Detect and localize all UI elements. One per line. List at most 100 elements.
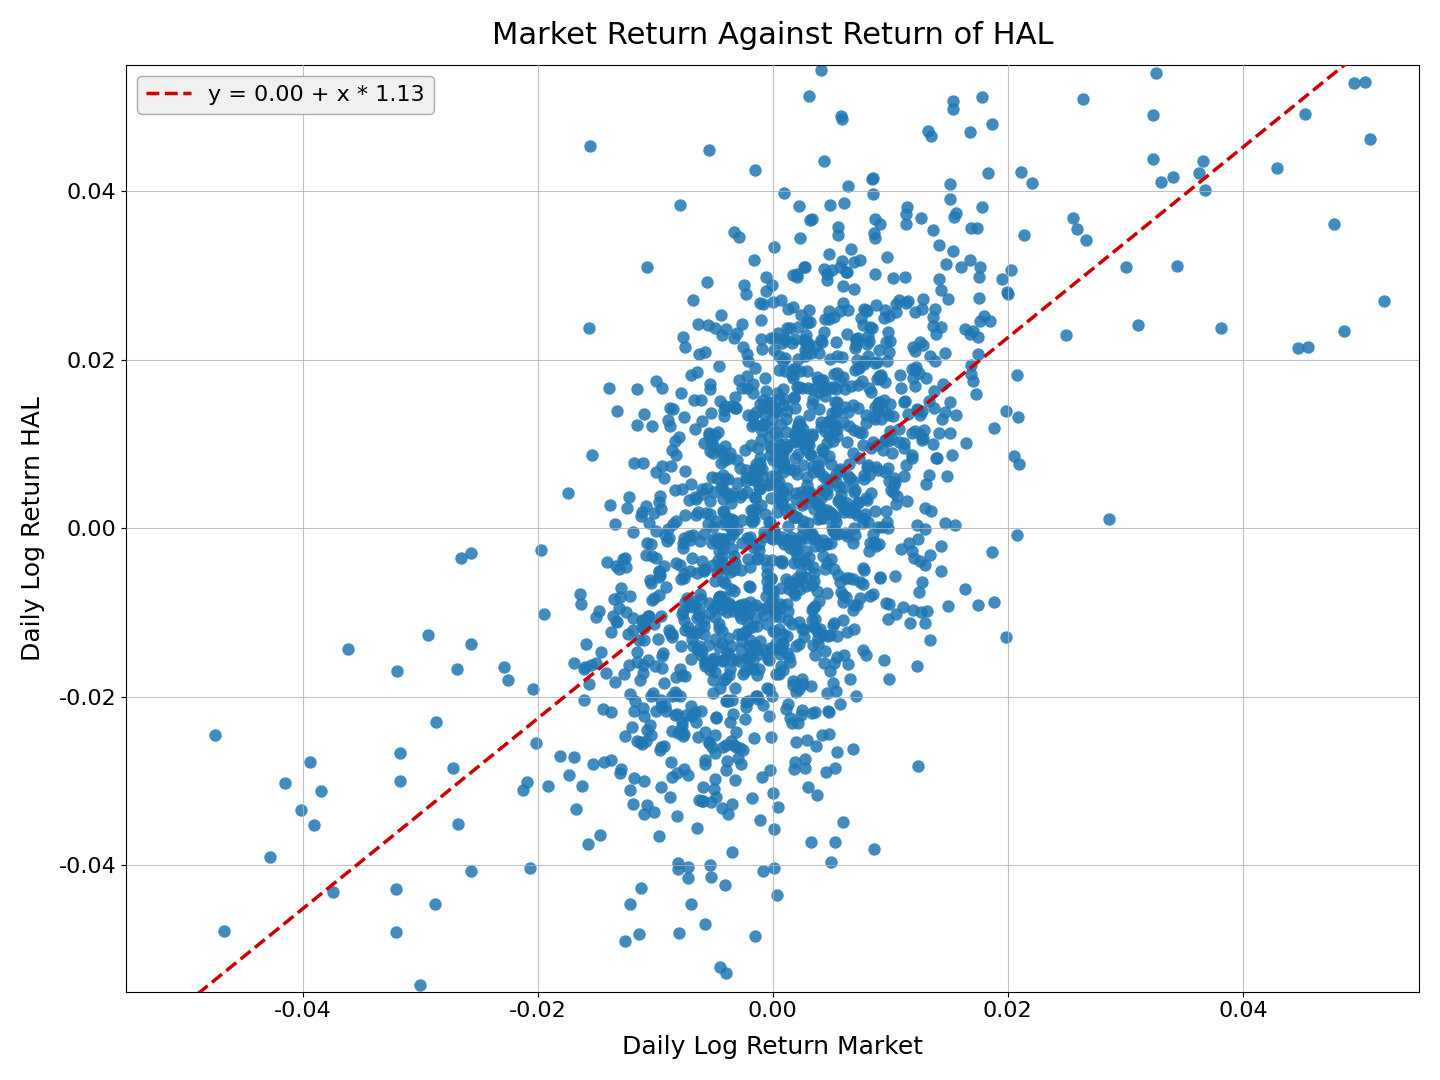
Point (736, 622, 759, 639)
Point (734, 623, 757, 640)
Point (809, 62, 832, 79)
Point (757, 513, 780, 530)
Point (677, 859, 700, 876)
Point (855, 459, 878, 476)
Point (384, 923, 408, 941)
Point (729, 562, 752, 579)
Point (644, 657, 667, 674)
Point (672, 529, 696, 546)
Point (806, 496, 829, 513)
Point (671, 717, 694, 734)
Point (687, 792, 710, 809)
Point (701, 650, 724, 667)
Point (585, 654, 608, 672)
Point (793, 259, 816, 276)
Point (717, 645, 740, 662)
Point (829, 497, 852, 514)
Point (871, 518, 894, 536)
Point (671, 481, 694, 498)
Point (815, 501, 838, 518)
Point (1074, 231, 1097, 248)
Point (778, 653, 801, 671)
Point (816, 414, 840, 431)
Point (799, 486, 822, 503)
Point (770, 555, 793, 572)
Point (916, 603, 939, 620)
Point (660, 417, 683, 434)
Legend: y = 0.00 + x * 1.13: y = 0.00 + x * 1.13 (137, 76, 433, 113)
Point (750, 311, 773, 328)
Point (955, 434, 978, 451)
Point (1061, 210, 1084, 227)
Point (518, 860, 541, 877)
Point (721, 603, 744, 620)
Point (599, 703, 622, 720)
Point (755, 268, 778, 285)
Point (716, 470, 739, 487)
Point (756, 650, 779, 667)
Point (831, 253, 854, 270)
Point (719, 637, 742, 654)
Point (891, 434, 914, 451)
Point (677, 766, 700, 783)
Point (883, 476, 906, 494)
Point (1191, 152, 1214, 170)
Point (971, 89, 994, 106)
Point (719, 581, 742, 598)
Point (734, 649, 757, 666)
Point (621, 621, 644, 638)
Point (775, 440, 798, 457)
Point (557, 484, 580, 501)
Point (688, 602, 711, 619)
Point (792, 553, 815, 570)
Point (995, 629, 1018, 646)
Point (858, 318, 881, 335)
Point (770, 634, 793, 651)
Point (701, 469, 724, 486)
Point (710, 530, 733, 548)
Point (801, 704, 824, 721)
Point (890, 540, 913, 557)
Point (786, 446, 809, 463)
Point (775, 423, 798, 441)
Point (867, 518, 890, 536)
Point (664, 554, 687, 571)
Point (1128, 316, 1151, 334)
Point (743, 636, 766, 653)
Point (782, 555, 805, 572)
Point (847, 376, 870, 393)
Point (917, 467, 940, 484)
Point (814, 559, 837, 577)
Point (711, 490, 734, 508)
Point (824, 513, 847, 530)
Point (848, 251, 871, 268)
Point (732, 665, 755, 683)
Point (697, 515, 720, 532)
Point (570, 778, 593, 795)
Point (824, 393, 847, 410)
Point (608, 561, 631, 578)
Point (739, 529, 762, 546)
Point (693, 793, 716, 810)
Point (707, 620, 730, 637)
Point (700, 657, 723, 674)
Point (827, 478, 850, 496)
Point (825, 417, 848, 434)
Point (763, 605, 786, 622)
Point (877, 343, 900, 361)
Point (782, 434, 805, 451)
Point (835, 527, 858, 544)
Point (776, 438, 799, 456)
Point (657, 622, 680, 639)
Point (762, 586, 785, 604)
Point (827, 365, 850, 382)
Point (713, 407, 736, 424)
Point (906, 401, 929, 418)
Point (801, 577, 824, 594)
Point (757, 418, 780, 435)
Point (861, 585, 884, 603)
Point (714, 561, 737, 578)
Point (750, 340, 773, 357)
Point (602, 590, 625, 607)
Point (783, 330, 806, 348)
